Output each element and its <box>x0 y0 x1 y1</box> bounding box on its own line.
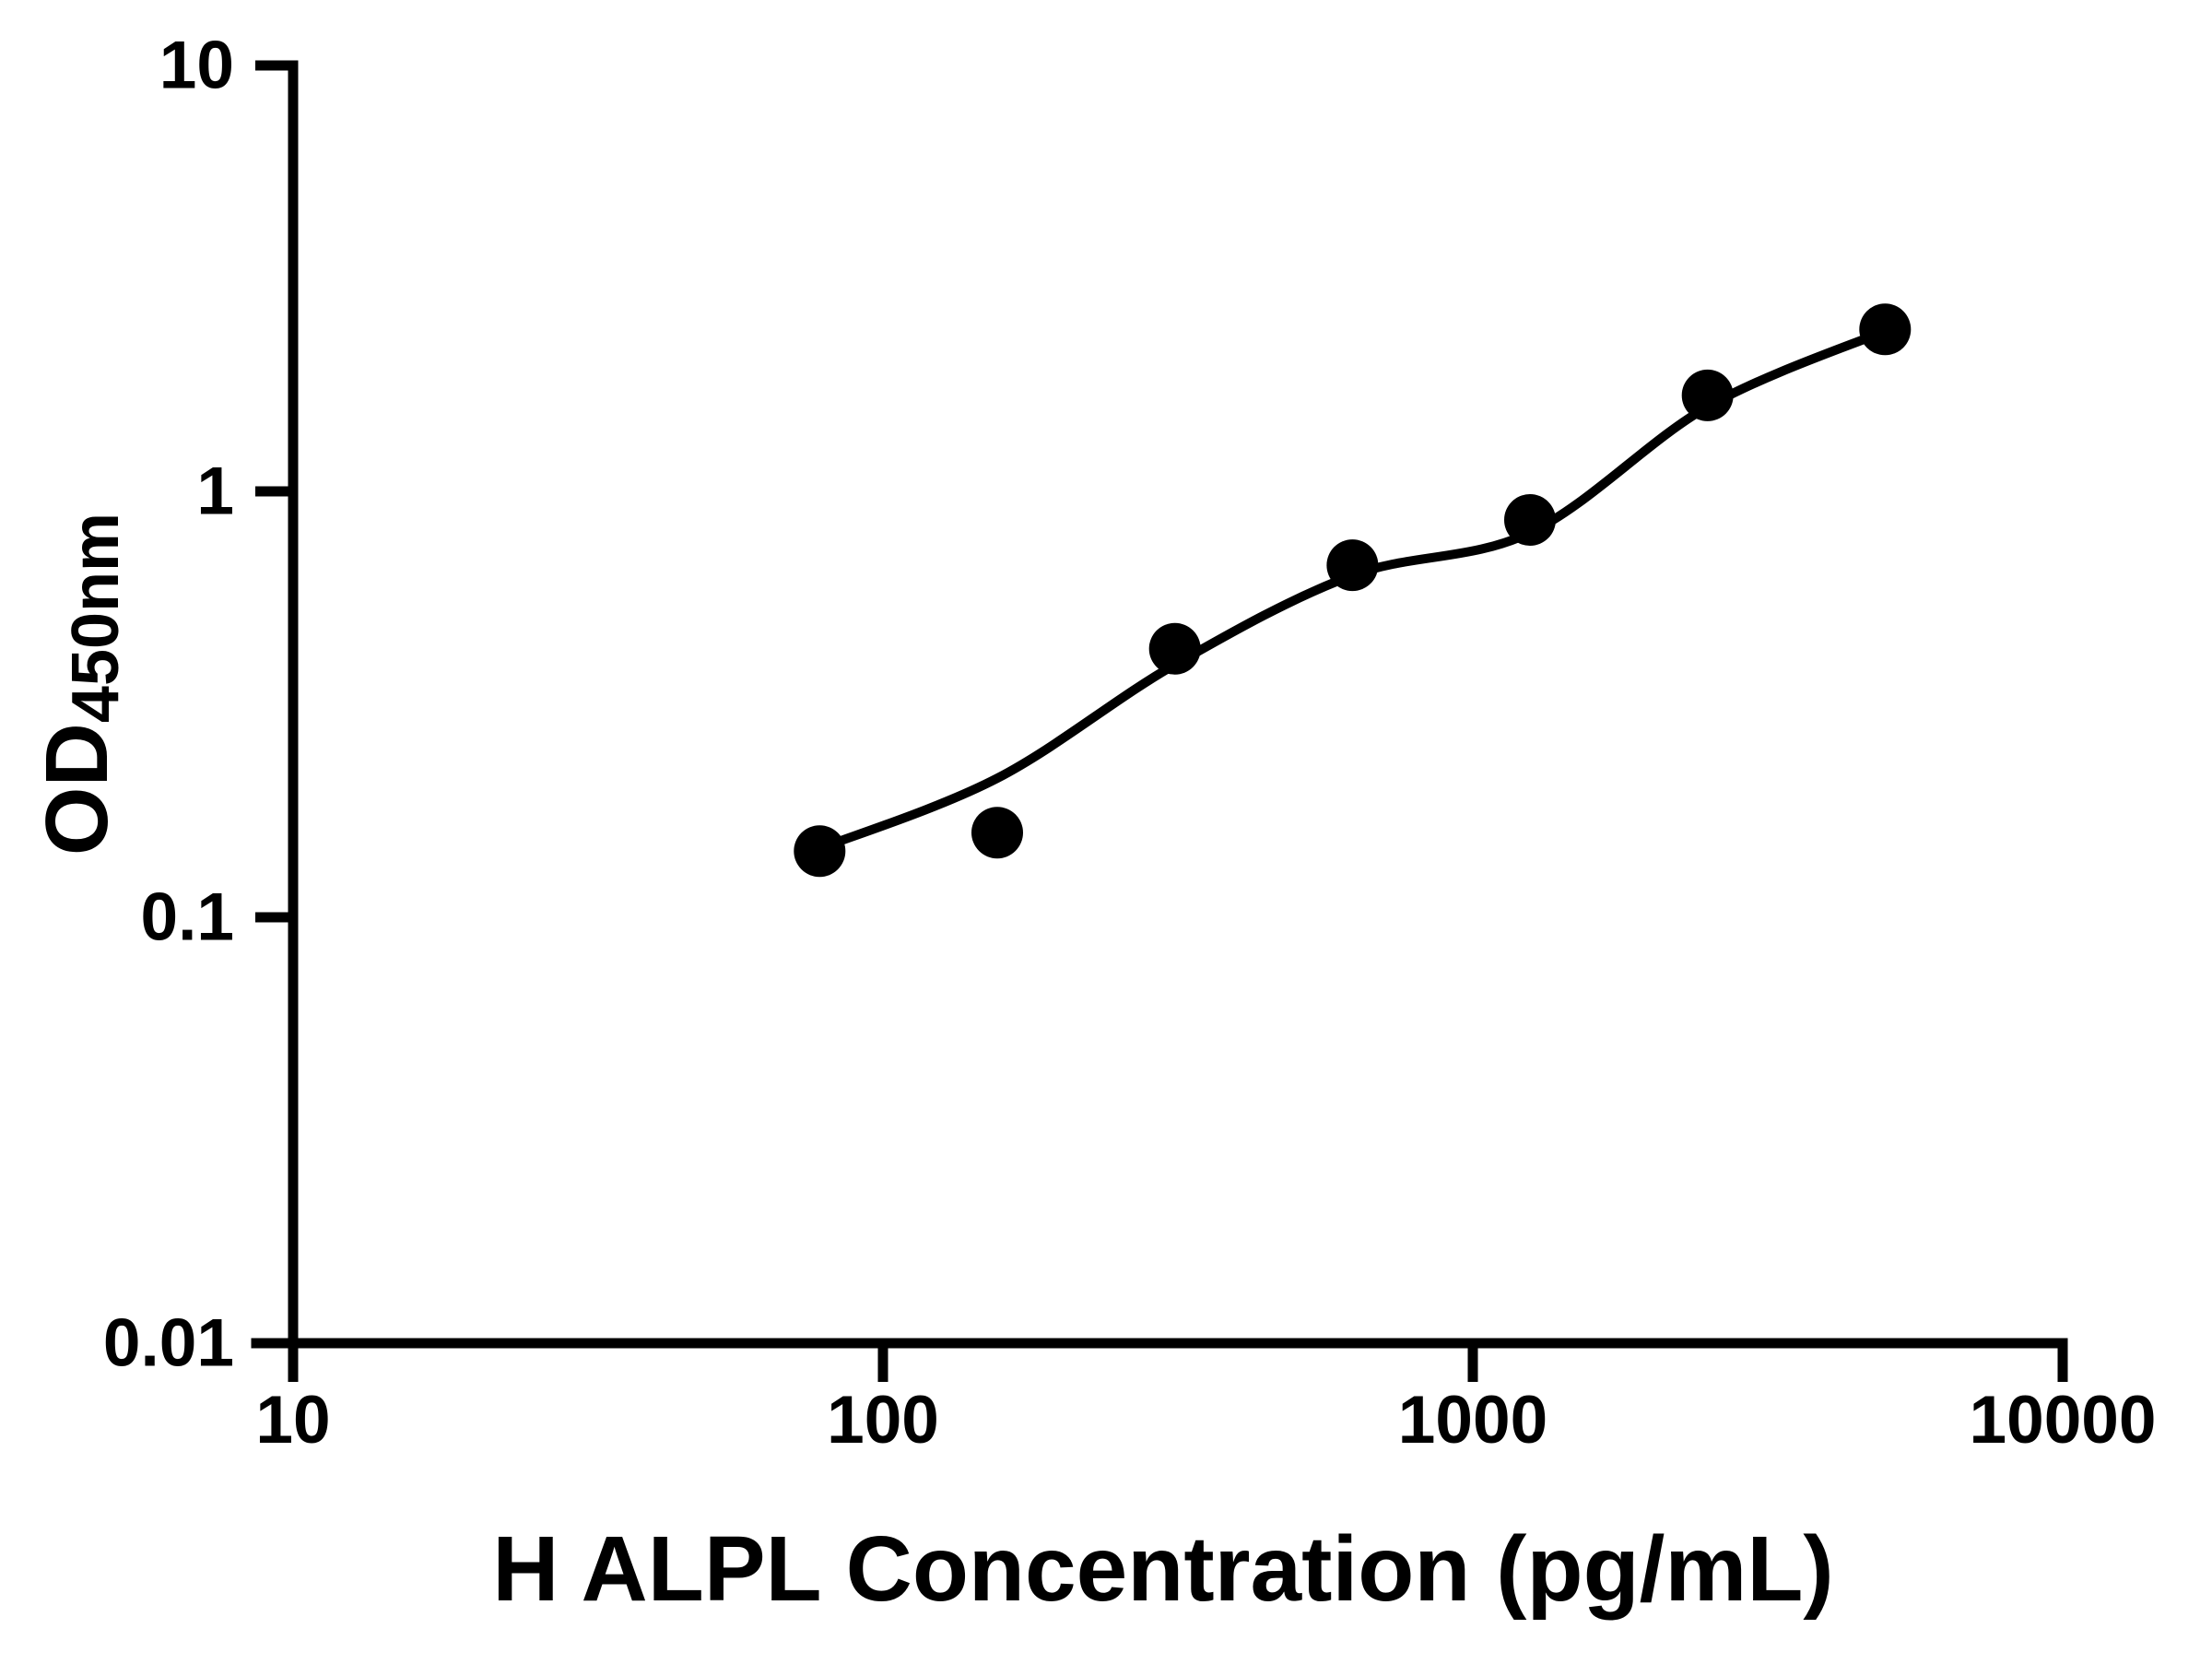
y-tick-label-10: 10 <box>159 29 234 103</box>
data-point-5000 <box>1859 303 1912 356</box>
data-point-156.2 <box>971 807 1023 859</box>
x-axis-title: H ALPL Concentration (pg/mL) <box>492 1517 1833 1621</box>
y-axis-title-subscript: 450nm <box>59 513 133 723</box>
data-point-2500 <box>1681 369 1734 421</box>
x-tick-label-10: 10 <box>255 1383 330 1457</box>
data-point-78.1 <box>794 825 846 878</box>
y-tick-label-0.01: 0.01 <box>103 1306 234 1381</box>
data-point-312.5 <box>1148 622 1201 675</box>
y-tick-label-1: 1 <box>196 454 234 529</box>
data-point-625 <box>1326 539 1379 592</box>
x-tick-label-1000: 1000 <box>1398 1383 1547 1457</box>
y-axis-title-main: OD <box>28 723 126 856</box>
y-tick-label-0.1: 0.1 <box>141 880 234 955</box>
plot-area: 10 100 1000 10000 0.01 0.1 1 10 <box>103 29 2157 1458</box>
x-tick-label-10000: 10000 <box>1970 1383 2157 1457</box>
y-axis-title: OD450nm <box>28 513 133 856</box>
data-point-1250 <box>1504 494 1556 546</box>
x-tick-label-100: 100 <box>827 1383 939 1457</box>
